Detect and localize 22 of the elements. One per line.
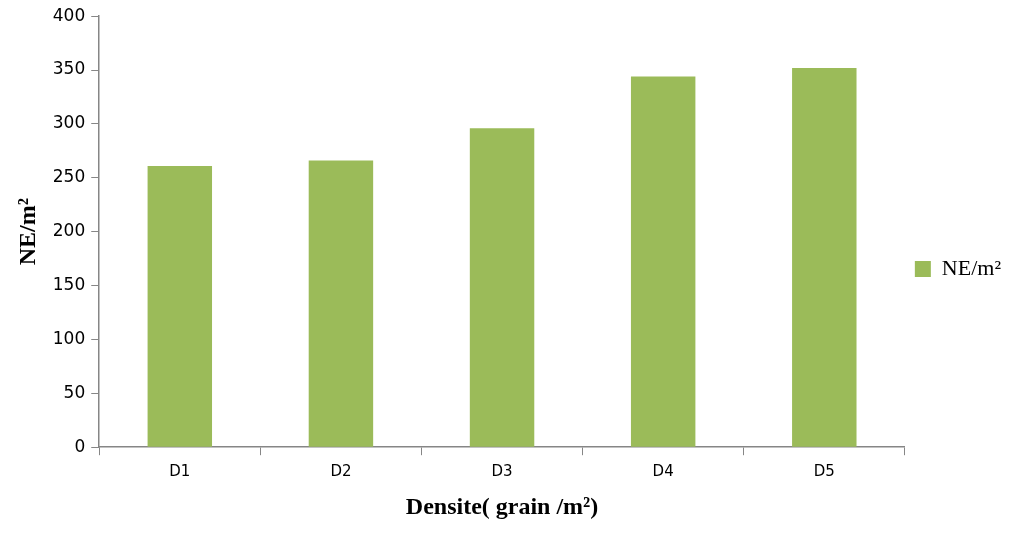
- x-axis-title: Densite( grain /m²): [405, 492, 599, 519]
- bar: [792, 67, 857, 447]
- legend-label: NE/m²: [941, 254, 1002, 280]
- x-tick-label: D1: [169, 462, 191, 481]
- x-tick-label: D4: [652, 462, 674, 481]
- bar: [630, 76, 696, 447]
- y-tick-label: 50: [63, 381, 86, 402]
- x-tick-label: D3: [491, 462, 513, 481]
- x-tick-label: D5: [813, 462, 835, 481]
- x-tick-label: D2: [330, 462, 352, 481]
- y-tick-label: 250: [52, 166, 86, 187]
- y-tick-label: 150: [52, 274, 86, 294]
- y-tick-label: 200: [52, 220, 86, 241]
- y-tick-label: 0: [74, 435, 86, 456]
- y-tick-label: 350: [52, 58, 86, 79]
- bar: [308, 160, 374, 447]
- y-axis-title: NE/m²: [13, 198, 40, 266]
- y-tick-label: 300: [52, 112, 86, 133]
- y-tick-label: 100: [52, 327, 86, 348]
- bar: [469, 128, 535, 447]
- bar: [147, 165, 213, 447]
- y-tick-label: 400: [52, 4, 86, 25]
